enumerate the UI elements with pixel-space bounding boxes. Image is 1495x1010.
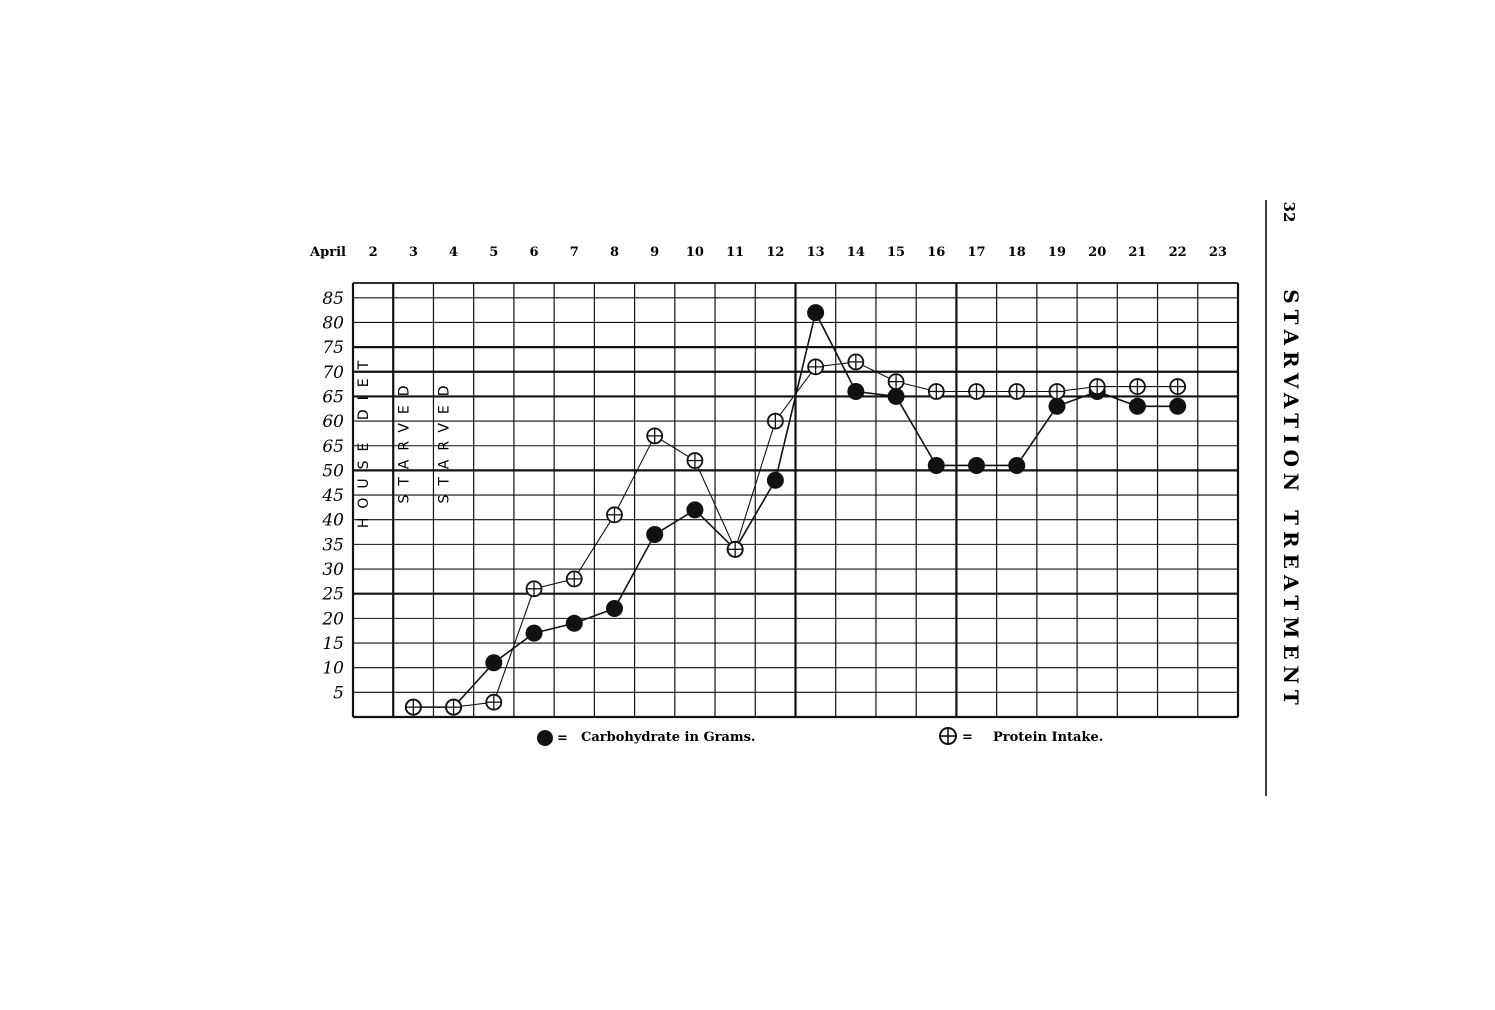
x-tick-label: 12 xyxy=(766,245,784,260)
protein-point xyxy=(766,412,784,430)
y-tick-label: 65 xyxy=(322,437,344,457)
y-tick-label: 20 xyxy=(321,609,344,629)
carbohydrate-point xyxy=(646,526,664,544)
carbohydrate-point xyxy=(927,456,945,474)
y-tick-label: 75 xyxy=(322,338,344,358)
carbohydrate-point xyxy=(847,383,865,400)
carbohydrate-point xyxy=(1008,456,1026,474)
x-tick-label: 14 xyxy=(847,245,865,260)
y-tick-label: 15 xyxy=(322,634,344,654)
protein-point xyxy=(847,353,865,371)
protein-point xyxy=(404,698,422,716)
carbohydrate-point xyxy=(565,614,583,632)
x-tick-label: 13 xyxy=(807,245,825,260)
x-tick-label: 3 xyxy=(409,245,418,260)
carbohydrate-point xyxy=(525,624,543,642)
carbohydrate-point xyxy=(1048,397,1066,415)
column-annotation: STARVED xyxy=(437,376,453,503)
carbohydrate-point xyxy=(807,304,825,322)
protein-point xyxy=(485,693,503,711)
column-annotation: HOUSE DIET xyxy=(356,352,372,528)
x-tick-label: 19 xyxy=(1048,245,1066,260)
y-tick-label: 85 xyxy=(322,289,344,309)
x-tick-label: 15 xyxy=(887,245,905,260)
y-tick-label: 50 xyxy=(322,461,344,481)
x-tick-label: 22 xyxy=(1169,245,1187,260)
legend: = Carbohydrate in Grams. = Protein Intak… xyxy=(537,727,1103,746)
series xyxy=(404,304,1187,716)
y-tick-label: 60 xyxy=(322,412,344,432)
legend-carbohydrate-marker xyxy=(537,730,553,746)
x-tick-label: 8 xyxy=(610,245,619,260)
protein-point xyxy=(606,506,623,524)
protein-point xyxy=(686,452,704,469)
protein-point xyxy=(1048,383,1066,400)
carbohydrate-point xyxy=(1169,397,1187,415)
x-tick-label: 6 xyxy=(529,245,538,260)
x-tick-label: 17 xyxy=(967,245,985,260)
x-tick-label: 16 xyxy=(927,245,945,260)
carbohydrate-point xyxy=(766,471,784,489)
running-title: STARVATION TREATMENT xyxy=(1279,289,1303,711)
protein-point xyxy=(646,427,664,445)
x-tick-label: 23 xyxy=(1209,245,1227,260)
protein-point xyxy=(807,358,825,376)
legend-protein-label: Protein Intake. xyxy=(993,730,1103,745)
y-tick-label: 5 xyxy=(333,683,344,703)
y-axis-ticks: 85 80 75 70 65 60 65 50 45 40 35 30 25 20 15 10 5 xyxy=(321,289,344,704)
carbohydrate-point xyxy=(605,600,623,617)
carbohydrate-point xyxy=(485,654,503,672)
carbohydrate-point xyxy=(968,456,986,474)
legend-item-carbohydrate: = Carbohydrate in Grams. xyxy=(537,730,755,746)
legend-carbohydrate-sep: = xyxy=(557,731,568,746)
legend-protein-marker xyxy=(939,727,957,745)
protein-point xyxy=(565,570,583,588)
column-annotation: STARVED xyxy=(396,376,412,503)
series-protein xyxy=(404,353,1187,716)
x-axis-ticks: April 2 3 4 5 6 7 8 9 10 11 12 13 14 15 16 17 18 19 20 21 22… xyxy=(309,245,1227,260)
y-tick-label: 10 xyxy=(322,659,344,679)
x-tick-label: 9 xyxy=(650,245,659,260)
legend-protein-sep: = xyxy=(962,730,973,745)
y-tick-label: 25 xyxy=(321,585,344,605)
x-tick-label: 4 xyxy=(449,245,458,260)
protein-point xyxy=(1169,378,1187,395)
y-tick-label: 70 xyxy=(322,363,344,383)
y-tick-label: 45 xyxy=(321,486,344,506)
protein-point xyxy=(1008,383,1026,400)
protein-point xyxy=(1129,378,1146,395)
grid xyxy=(351,282,1240,719)
protein-point xyxy=(1088,378,1106,395)
y-tick-label: 40 xyxy=(321,511,344,531)
legend-carbohydrate-label: Carbohydrate in Grams. xyxy=(581,730,755,745)
protein-point xyxy=(445,698,462,716)
carbohydrate-point xyxy=(686,501,704,519)
y-tick-label: 30 xyxy=(322,560,344,580)
x-tick-label: 20 xyxy=(1088,245,1106,260)
x-tick-label: 5 xyxy=(489,245,498,260)
x-tick-label: 18 xyxy=(1008,245,1026,260)
protein-point xyxy=(726,540,744,558)
x-axis-header: April xyxy=(309,245,346,260)
protein-point xyxy=(927,383,945,400)
y-tick-label: 65 xyxy=(322,387,344,407)
x-tick-label: 10 xyxy=(686,245,704,260)
x-tick-label: 2 xyxy=(369,245,378,260)
page-number: 32 xyxy=(1280,202,1298,223)
x-tick-label: 7 xyxy=(570,245,579,260)
legend-item-protein: = Protein Intake. xyxy=(939,727,1103,745)
carbohydrate-point xyxy=(1128,397,1146,415)
carbohydrate-point xyxy=(887,387,905,405)
protein-point xyxy=(525,580,543,598)
x-tick-label: 21 xyxy=(1128,245,1146,260)
protein-point xyxy=(968,383,985,400)
y-tick-label: 80 xyxy=(322,313,344,333)
x-tick-label: 11 xyxy=(726,245,744,260)
column-annotations: HOUSE DIET STARVED STARVED xyxy=(356,352,452,528)
protein-point xyxy=(887,373,905,391)
y-tick-label: 35 xyxy=(322,535,344,555)
